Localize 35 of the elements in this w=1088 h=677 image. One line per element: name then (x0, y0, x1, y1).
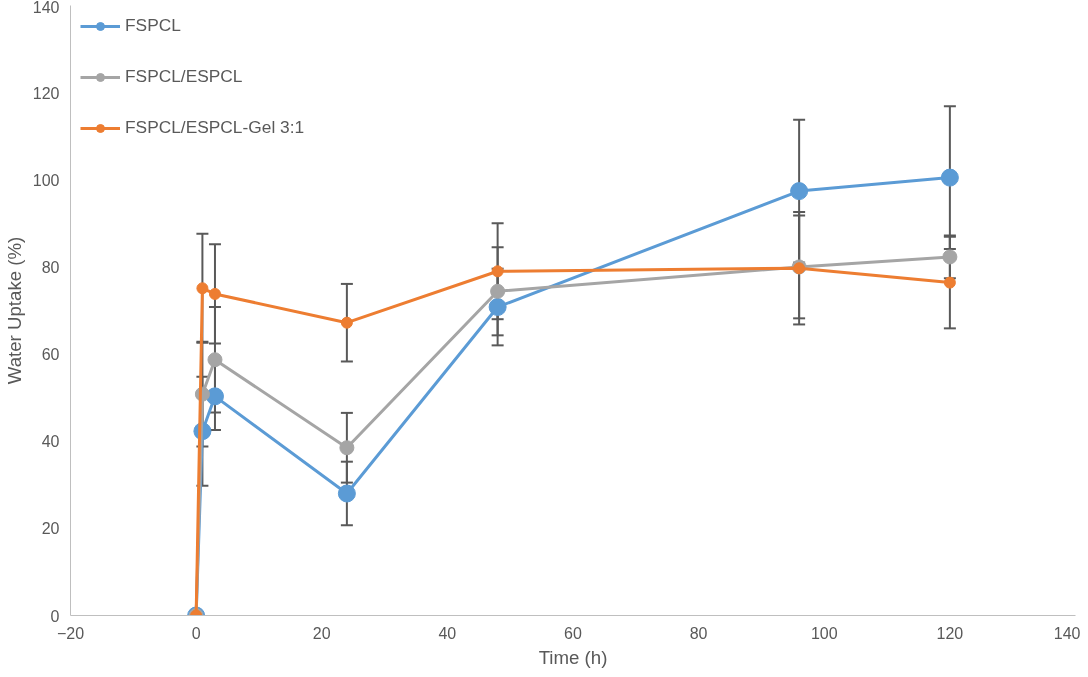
point (208, 287, 221, 300)
point (943, 276, 956, 289)
point (207, 352, 223, 368)
legend-label: FSPCL/ESPCL-Gel 3:1 (125, 117, 305, 138)
y-tick-label: 120 (32, 84, 60, 102)
x-tick-label: 140 (1053, 624, 1081, 642)
y-tick-label: 40 (41, 433, 60, 451)
point (940, 168, 959, 187)
point (340, 316, 353, 329)
y-tick-label: 20 (41, 520, 60, 538)
x-tick-label: 40 (438, 624, 457, 642)
point (491, 265, 504, 278)
point (196, 282, 209, 295)
legend-label: FSPCL/ESPCL (125, 66, 243, 87)
y-tick-label: 60 (41, 346, 60, 364)
point (490, 283, 506, 299)
y-tick-label: 80 (41, 258, 60, 276)
y-axis-title: Water Uptake (%) (3, 236, 25, 385)
x-tick-label: 20 (312, 624, 331, 642)
point (942, 249, 958, 265)
point (337, 484, 356, 503)
y-tick-label: 0 (50, 607, 60, 625)
x-tick-label: 120 (936, 624, 964, 642)
point (790, 182, 809, 201)
y-tick-label: 100 (32, 171, 60, 189)
y-tick-label: 140 (32, 0, 60, 16)
x-tick-label: 100 (810, 624, 838, 642)
x-axis-title: Time (h) (538, 646, 608, 668)
x-tick-label: 80 (689, 624, 708, 642)
point (339, 440, 355, 456)
x-tick-label: 60 (564, 624, 582, 642)
legend-label: FSPCL (125, 15, 181, 36)
x-tick-label: 0 (191, 624, 201, 642)
point (488, 298, 507, 316)
x-tick-label: −20 (56, 624, 85, 642)
